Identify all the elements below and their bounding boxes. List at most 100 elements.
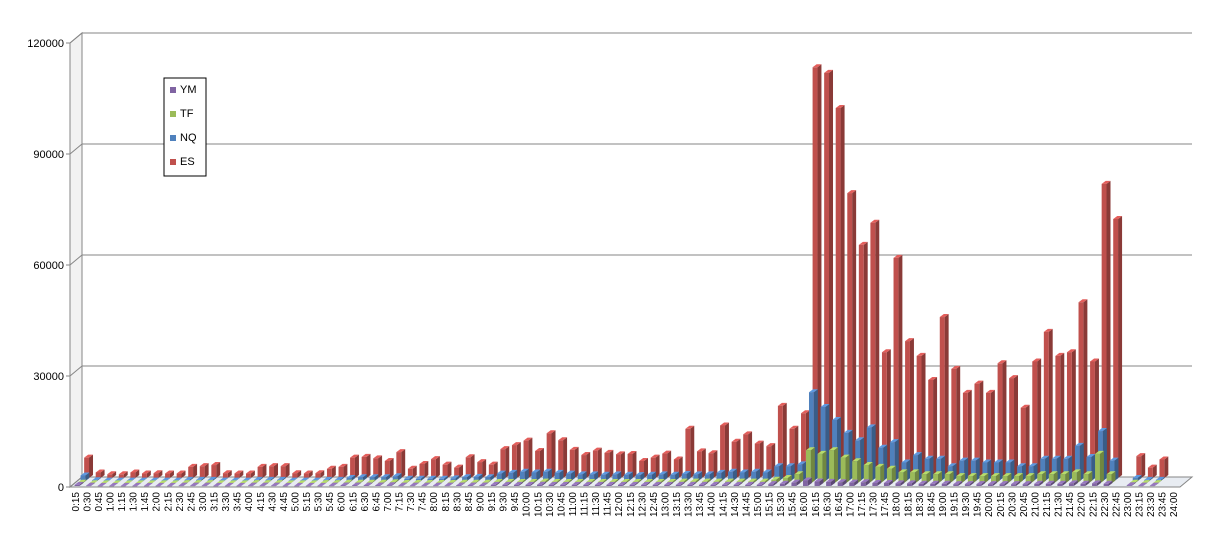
bar-front xyxy=(1025,476,1031,484)
bar-side xyxy=(229,482,234,486)
bar-side xyxy=(420,475,425,481)
bar-side xyxy=(969,481,974,486)
bar-side xyxy=(89,454,94,478)
x-tick-label: 19:15 xyxy=(950,492,961,517)
x-tick-label: 2:15 xyxy=(163,492,174,512)
bar-front xyxy=(829,450,834,484)
bar-front xyxy=(1009,378,1015,478)
bar-top xyxy=(158,480,168,484)
bar-front xyxy=(1055,355,1061,478)
bar-side xyxy=(460,482,465,486)
bar-nq xyxy=(566,470,576,481)
bar-side xyxy=(995,473,1000,484)
bar-top xyxy=(193,480,203,484)
bar-top xyxy=(826,478,835,482)
bar-front xyxy=(246,473,251,478)
x-axis: 0:15 0:30 0:45 1:00 1:15 1:30 1:45 2:00 2:15 2:30… xyxy=(70,486,1180,517)
bar-front xyxy=(944,474,950,484)
bar-es xyxy=(118,471,128,478)
bar-top xyxy=(889,439,899,443)
bar-ym xyxy=(999,481,1009,486)
bar-ym xyxy=(467,482,477,486)
bar-front xyxy=(881,352,887,478)
bar-side xyxy=(528,437,533,478)
bar-front xyxy=(543,471,548,481)
bar-ym xyxy=(872,480,882,486)
bar-ym xyxy=(155,482,165,487)
bar-top xyxy=(754,440,764,444)
bar-front xyxy=(905,341,910,478)
x-tick-label: 17:30 xyxy=(869,492,880,517)
bar-front xyxy=(866,427,872,481)
bar-top xyxy=(1063,455,1073,459)
bar-top xyxy=(350,454,359,458)
bar-front xyxy=(889,442,895,481)
bar-top xyxy=(323,476,333,480)
bar-side xyxy=(796,479,801,486)
bar-ym xyxy=(583,481,593,486)
bar-top xyxy=(701,478,711,482)
x-tick-label: 8:45 xyxy=(464,492,475,512)
bar-ym xyxy=(675,481,685,486)
bar-top xyxy=(419,460,429,464)
bar-es xyxy=(997,360,1007,478)
bar-front xyxy=(928,379,934,478)
bar-ym xyxy=(837,479,847,486)
bar-side xyxy=(1062,480,1067,486)
x-tick-label: 5:45 xyxy=(325,492,336,512)
bar-side xyxy=(320,470,325,478)
bar-side xyxy=(490,474,495,481)
bar-top xyxy=(982,459,992,463)
bar-top xyxy=(404,475,414,479)
bar-side xyxy=(250,470,255,478)
bar-top xyxy=(623,471,633,475)
bar-side xyxy=(391,482,396,486)
bar-side xyxy=(424,460,429,478)
bar-es xyxy=(176,470,186,478)
bar-front xyxy=(953,484,959,486)
bar-top xyxy=(528,479,538,483)
bar-nq xyxy=(462,474,471,481)
x-tick-label: 22:15 xyxy=(1088,492,1099,517)
bar-nq xyxy=(485,474,495,481)
bar-side xyxy=(100,469,105,478)
bar-side xyxy=(345,482,350,486)
bar-side xyxy=(840,105,845,478)
bar-es xyxy=(153,470,163,478)
bar-es xyxy=(673,456,683,478)
bar-top xyxy=(230,477,240,481)
bar-side xyxy=(622,481,627,486)
bar-front xyxy=(872,483,878,486)
bar-nq xyxy=(716,469,726,481)
bar-side xyxy=(833,447,838,484)
bar-top xyxy=(80,472,90,476)
bar-front xyxy=(581,455,587,478)
x-tick-label: 13:15 xyxy=(672,492,683,517)
bar-front xyxy=(641,484,646,486)
bar-top xyxy=(664,481,674,485)
bar-front xyxy=(1074,445,1080,481)
bar-ym xyxy=(1057,480,1067,486)
bar-ym xyxy=(802,477,812,486)
bar-top xyxy=(1068,480,1078,484)
bar-es xyxy=(1009,375,1019,478)
bar-side xyxy=(819,478,824,486)
bar-ym xyxy=(779,480,789,486)
bar-front xyxy=(488,464,494,478)
bar-side xyxy=(452,479,457,484)
bar-ym xyxy=(167,482,176,487)
x-tick-label: 0:30 xyxy=(82,492,93,512)
bar-top xyxy=(745,481,755,485)
bar-side xyxy=(553,481,558,486)
bar-ym xyxy=(560,481,570,486)
x-tick-label: 14:00 xyxy=(707,492,718,517)
bar-front xyxy=(201,485,207,487)
bar-side xyxy=(264,482,269,486)
bar-front xyxy=(675,484,681,486)
bar-es xyxy=(604,449,614,478)
bar-side xyxy=(117,480,122,484)
bar-front xyxy=(477,462,483,478)
bar-top xyxy=(951,365,961,369)
bar-side xyxy=(262,463,267,478)
bar-es xyxy=(535,447,544,478)
